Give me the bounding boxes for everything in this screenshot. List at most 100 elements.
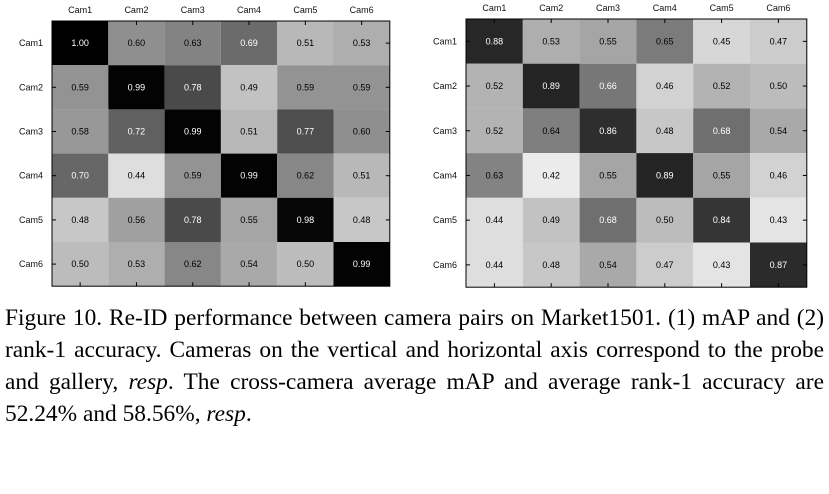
heatmap-2-value-r2-c4: 0.46	[656, 81, 674, 91]
heatmap-1-value-r3-c4: 0.51	[240, 127, 258, 137]
heatmap-2-cell-r5-c6	[750, 197, 807, 243]
heatmap-2-cell-r1-c4	[636, 19, 694, 64]
heatmap-1-cell-r5-c6	[333, 197, 390, 242]
heatmap-2-x-tick-label-2: Cam2	[539, 3, 563, 13]
heatmap-2-value-r4-c6: 0.46	[770, 170, 788, 180]
heatmap-1-cell-r3-c5	[277, 109, 334, 154]
heatmap-2-value-r4-c2: 0.42	[542, 170, 560, 180]
heatmap-1-x-tick-label-6: Cam6	[350, 5, 374, 15]
heatmap-1-cell-r2-c6	[333, 65, 390, 110]
heatmap-1-cell-r4-c5	[277, 153, 334, 198]
heatmap-2-cell-r4-c2	[522, 153, 580, 198]
heatmap-2-cell-r3-c5	[693, 108, 750, 154]
heatmap-1-value-r1-c3: 0.63	[184, 38, 202, 48]
heatmap-2-cell-r1-c2	[522, 19, 580, 64]
heatmap-1-value-r2-c3: 0.78	[184, 82, 202, 92]
heatmap-1-y-tick-label-4: Cam4	[19, 171, 43, 181]
heatmap-1-value-r3-c6: 0.60	[353, 127, 371, 137]
heatmap-1-value-r2-c6: 0.59	[353, 82, 371, 92]
heatmap-1-value-r4-c3: 0.59	[184, 171, 202, 181]
heatmap-1-cell-r4-c1	[52, 153, 109, 198]
heatmap-1-value-r5-c4: 0.55	[240, 215, 258, 225]
heatmap-2-cell-r4-c1	[466, 153, 523, 198]
heatmap-1-cell-r1-c2	[108, 21, 165, 66]
heatmap-2-value-r5-c4: 0.50	[656, 215, 674, 225]
heatmap-1-y-tick-label-1: Cam1	[19, 38, 43, 48]
heatmap-2-value-r3-c1: 0.52	[486, 126, 504, 136]
heatmap-2-cell-r6-c4	[636, 242, 694, 288]
heatmap-1-cell-r3-c4	[220, 109, 278, 154]
heatmap-1-cell-r5-c4	[220, 197, 278, 242]
heatmap-2-cell-r5-c1	[466, 197, 523, 243]
heatmap-1-cell-r6-c1	[52, 242, 109, 287]
heatmap-1-value-r1-c2: 0.60	[128, 38, 146, 48]
caption-text-3: .	[245, 401, 252, 427]
heatmap-2-cell-r5-c5	[693, 197, 750, 243]
heatmap-2-value-r5-c2: 0.49	[542, 215, 560, 225]
heatmap-1-cell-r2-c4	[220, 65, 278, 110]
heatmap-2-cell-r6-c3	[579, 242, 637, 288]
heatmap-2-value-r1-c6: 0.47	[770, 36, 788, 46]
heatmap-2-value-r6-c2: 0.48	[542, 260, 560, 270]
caption-resp-2: resp	[206, 401, 246, 427]
heatmap-1-cell-r6-c2	[108, 242, 165, 287]
heatmap-1-cell-r1-c1	[52, 21, 109, 66]
heatmap-2-cell-r6-c5	[693, 242, 750, 288]
heatmap-2-y-tick-label-3: Cam3	[433, 126, 457, 136]
heatmap-2-cell-r2-c1	[466, 63, 523, 109]
heatmap-2-value-r5-c6: 0.43	[770, 215, 788, 225]
figure-charts: 1.00 0.60 0.63 0.69 0.51 0.53 0.59 0.99 0.78 0.49…	[19, 3, 808, 288]
heatmap-1-value-r1-c6: 0.53	[353, 38, 371, 48]
heatmap-2-value-r2-c6: 0.50	[770, 81, 788, 91]
heatmap-1-value-r2-c4: 0.49	[240, 82, 258, 92]
heatmap-2-cell-r2-c6	[750, 63, 807, 109]
heatmap-2-value-r6-c3: 0.54	[599, 260, 617, 270]
caption-resp-1: resp	[128, 369, 168, 395]
heatmap-2-cell-r3-c1	[466, 108, 523, 154]
heatmap-1-value-r1-c1: 1.00	[71, 38, 89, 48]
heatmap-1-value-r5-c6: 0.48	[353, 215, 371, 225]
heatmap-1-value-r1-c5: 0.51	[297, 38, 315, 48]
heatmap-rank1: 0.88 0.53 0.55 0.65 0.45 0.47 0.52 0.89 0.66 0.46…	[433, 3, 808, 288]
heatmap-1-cell-r2-c1	[52, 65, 109, 110]
heatmap-1-value-r4-c1: 0.70	[71, 171, 89, 181]
heatmap-2-cell-r2-c3	[579, 63, 637, 109]
heatmap-1-cell-r1-c5	[277, 21, 334, 66]
heatmap-1-value-r3-c1: 0.58	[71, 127, 89, 137]
heatmap-1-x-tick-label-3: Cam3	[181, 5, 205, 15]
heatmap-2-cell-r5-c3	[579, 197, 637, 243]
heatmap-1-cell-r6-c4	[220, 242, 278, 287]
heatmap-1-cell-r6-c5	[277, 242, 334, 287]
heatmap-1-x-tick-label-2: Cam2	[124, 5, 148, 15]
heatmap-1-cell-r5-c1	[52, 197, 109, 242]
heatmap-2-cell-r1-c6	[750, 19, 807, 64]
heatmap-2-value-r2-c1: 0.52	[486, 81, 504, 91]
heatmap-1-value-r5-c1: 0.48	[71, 215, 89, 225]
heatmap-2-cell-r5-c4	[636, 197, 694, 243]
heatmap-2-x-tick-label-5: Cam5	[710, 3, 734, 13]
heatmap-2-value-r3-c5: 0.68	[713, 126, 731, 136]
heatmap-1-value-r5-c2: 0.56	[128, 215, 146, 225]
heatmap-1-y-tick-label-3: Cam3	[19, 127, 43, 137]
heatmap-2-value-r3-c2: 0.64	[542, 126, 560, 136]
heatmap-1-cell-r4-c2	[108, 153, 165, 198]
heatmap-2-value-r4-c1: 0.63	[486, 170, 504, 180]
heatmap-1-y-tick-label-6: Cam6	[19, 259, 43, 269]
heatmap-1-cell-r3-c3	[164, 109, 221, 154]
heatmap-1-cell-r5-c5	[277, 197, 334, 242]
heatmap-1-value-r3-c5: 0.77	[297, 127, 315, 137]
heatmap-2-cell-r1-c3	[579, 19, 637, 64]
heatmap-1-value-r2-c1: 0.59	[71, 82, 89, 92]
heatmap-2-value-r2-c5: 0.52	[713, 81, 731, 91]
heatmap-1-value-r3-c3: 0.99	[184, 127, 202, 137]
heatmap-2-x-tick-label-3: Cam3	[596, 3, 620, 13]
heatmap-1-y-tick-label-5: Cam5	[19, 215, 43, 225]
heatmap-1-cell-r3-c2	[108, 109, 165, 154]
heatmap-2-x-tick-label-1: Cam1	[482, 3, 506, 13]
heatmap-1-cell-r4-c3	[164, 153, 221, 198]
heatmap-2-cell-r1-c1	[466, 19, 523, 64]
heatmap-1-value-r5-c3: 0.78	[184, 215, 202, 225]
heatmap-1-y-tick-label-2: Cam2	[19, 82, 43, 92]
heatmap-2-value-r2-c2: 0.89	[542, 81, 560, 91]
heatmap-2-value-r6-c4: 0.47	[656, 260, 674, 270]
